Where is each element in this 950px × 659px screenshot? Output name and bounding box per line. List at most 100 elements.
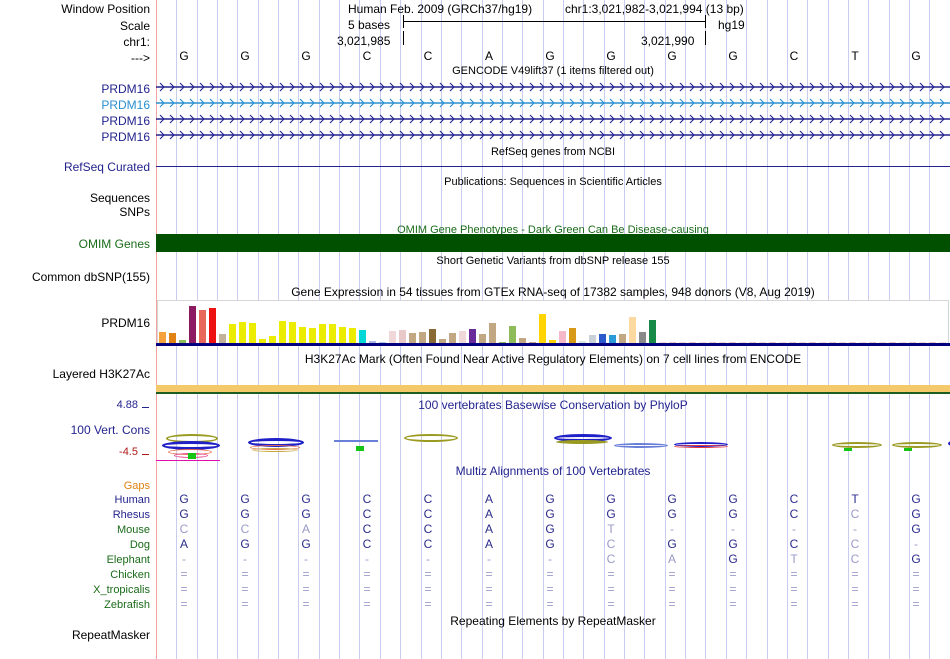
gencode-intron-arrow-line[interactable] <box>156 113 950 125</box>
gtex-tissue-bar[interactable] <box>578 341 587 344</box>
species-label[interactable]: Dog <box>129 539 150 551</box>
gtex-tissue-bar[interactable] <box>178 340 187 344</box>
gtex-tissue-bar[interactable] <box>308 327 317 344</box>
repeatmasker-track-title: Repeating Elements by RepeatMasker <box>450 614 656 628</box>
gtex-tissue-bar[interactable] <box>638 331 647 344</box>
gtex-tissue-bar[interactable] <box>228 323 237 344</box>
species-base-cell: - <box>365 552 369 566</box>
gtex-tissue-bar[interactable] <box>488 323 497 344</box>
gtex-tissue-bar[interactable] <box>428 328 437 344</box>
conservation-signal-plot[interactable] <box>156 420 950 462</box>
gencode-gene-label[interactable]: PRDM16 <box>101 82 150 96</box>
gtex-tissue-bar[interactable] <box>648 320 657 344</box>
gtex-tissue-bar[interactable] <box>478 333 487 344</box>
dbsnp-label[interactable]: Common dbSNP(155) <box>31 270 150 284</box>
gtex-tissue-bar[interactable] <box>388 330 397 344</box>
publications-sequences-label[interactable]: Sequences <box>89 191 150 205</box>
dbsnp-track-title: Short Genetic Variants from dbSNP releas… <box>436 255 670 267</box>
h3k27ac-signal-band[interactable] <box>156 385 950 393</box>
gtex-tissue-bar[interactable] <box>398 329 407 344</box>
gtex-tissue-bar[interactable] <box>258 339 267 344</box>
conservation-label[interactable]: 100 Vert. Cons <box>70 423 150 437</box>
refseq-gene-line[interactable] <box>156 166 950 167</box>
gtex-tissue-bar[interactable] <box>618 333 627 344</box>
publications-snps-label[interactable]: SNPs <box>119 205 150 219</box>
gaps-label[interactable]: Gaps <box>123 480 150 492</box>
gtex-tissue-bar[interactable] <box>298 326 307 344</box>
gtex-tissue-bar[interactable] <box>278 321 287 344</box>
species-label[interactable]: Elephant <box>106 554 150 566</box>
gencode-gene-label[interactable]: PRDM16 <box>101 98 150 112</box>
refseq-label[interactable]: RefSeq Curated <box>63 160 150 174</box>
species-alignment-row: = = = = = = = = = = = = = <box>156 567 950 582</box>
gtex-tissue-bar[interactable] <box>268 336 277 344</box>
gtex-gene-label[interactable]: PRDM16 <box>101 316 150 330</box>
species-base-cell: G <box>545 537 555 551</box>
gtex-tissue-bar[interactable] <box>558 330 567 344</box>
gtex-tissue-bar[interactable] <box>548 340 557 344</box>
gtex-tissue-bar[interactable] <box>318 323 327 344</box>
gtex-tissue-bar[interactable] <box>458 330 467 344</box>
species-base-cell: C <box>789 537 799 551</box>
gtex-tissue-bar[interactable] <box>368 341 377 344</box>
species-label[interactable]: Rhesus <box>112 509 150 521</box>
gtex-tissue-bar[interactable] <box>248 323 257 344</box>
species-label[interactable]: X_tropicalis <box>93 584 150 596</box>
species-base-cell: C <box>789 507 799 521</box>
sequence-base: G <box>545 49 555 63</box>
species-base-cell: = <box>851 567 859 581</box>
species-label[interactable]: Chicken <box>110 569 150 581</box>
species-base-cell: = <box>790 597 798 611</box>
species-base-cell: G <box>545 492 555 506</box>
gtex-tissue-bar[interactable] <box>348 327 357 344</box>
gtex-tissue-bar[interactable] <box>598 333 607 344</box>
omim-gene-bar[interactable] <box>156 234 950 252</box>
gtex-tissue-bar[interactable] <box>628 317 637 344</box>
gtex-tissue-bar[interactable] <box>198 309 207 344</box>
species-base-cell: G <box>606 507 616 521</box>
gtex-tissue-bar[interactable] <box>338 326 347 344</box>
species-label[interactable]: Human <box>114 494 150 506</box>
species-base-cell: = <box>302 582 310 596</box>
species-base-cell: = <box>241 597 249 611</box>
gtex-tissue-bar[interactable] <box>518 338 527 344</box>
gtex-tissue-bar[interactable] <box>208 307 217 344</box>
gtex-tissue-bar[interactable] <box>408 332 417 344</box>
gtex-tissue-bar[interactable] <box>328 323 337 344</box>
gtex-tissue-bar[interactable] <box>538 314 547 344</box>
h3k27ac-label[interactable]: Layered H3K27Ac <box>52 367 150 381</box>
gtex-tissue-bar[interactable] <box>418 331 427 344</box>
gencode-intron-arrow-line[interactable] <box>156 97 950 109</box>
species-base-cell: = <box>668 582 676 596</box>
gtex-tissue-bar[interactable] <box>238 322 247 344</box>
gtex-tissue-bar[interactable] <box>568 327 577 344</box>
gtex-tissue-bar[interactable] <box>588 335 597 344</box>
gtex-tissue-bar[interactable] <box>358 329 367 344</box>
species-base-cell: C <box>789 492 799 506</box>
repeatmasker-label[interactable]: RepeatMasker <box>71 628 150 642</box>
gencode-gene-label[interactable]: PRDM16 <box>101 114 150 128</box>
gtex-tissue-bar[interactable] <box>438 339 447 344</box>
gtex-tissue-bar[interactable] <box>448 332 457 344</box>
gtex-tissue-bar[interactable] <box>188 305 197 344</box>
gtex-tissue-bar[interactable] <box>168 332 177 344</box>
species-base-cell: = <box>241 582 249 596</box>
gtex-tissue-bar[interactable] <box>218 333 227 344</box>
omim-genes-label[interactable]: OMIM Genes <box>78 237 150 251</box>
species-base-cell: G <box>911 492 921 506</box>
gencode-gene-label[interactable]: PRDM16 <box>101 130 150 144</box>
gtex-tissue-bar[interactable] <box>608 335 617 344</box>
window-position-label: Window Position <box>61 2 150 16</box>
species-label[interactable]: Zebrafish <box>104 599 150 611</box>
species-base-cell: = <box>912 567 920 581</box>
species-label[interactable]: Mouse <box>116 524 150 536</box>
gtex-tissue-bar[interactable] <box>508 325 517 344</box>
gtex-expression-barchart[interactable] <box>157 300 949 344</box>
gtex-tissue-bar[interactable] <box>468 328 477 344</box>
gencode-intron-arrow-line[interactable] <box>156 129 950 141</box>
gtex-tissue-bar[interactable] <box>158 331 167 344</box>
species-base-cell: = <box>241 567 249 581</box>
gencode-intron-arrow-line[interactable] <box>156 81 950 93</box>
gtex-tissue-bar[interactable] <box>288 322 297 344</box>
